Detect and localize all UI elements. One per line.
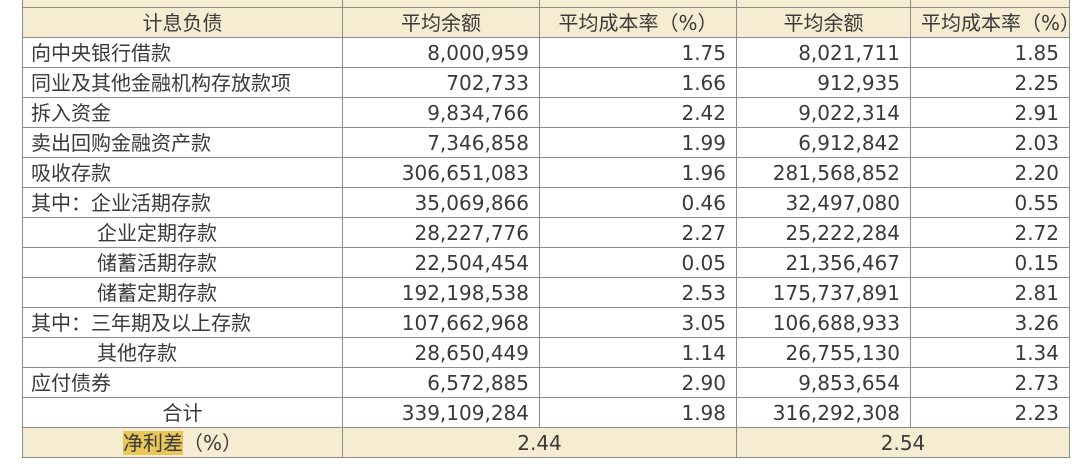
net-interest-spread-value-2: 2.54	[736, 427, 1070, 458]
table-row: 卖出回购金融资产款 7,346,858 1.99 6,912,842 2.03	[22, 127, 1070, 158]
net-interest-spread-row: 净利差（%） 2.44 2.54	[22, 427, 1070, 458]
cost-rate-1: 0.05	[539, 247, 737, 278]
avg-balance-2: 32,497,080	[736, 187, 911, 218]
cost-rate-2: 2.73	[910, 367, 1070, 398]
top-edge-cell	[910, 0, 1070, 8]
table-row: 同业及其他金融机构存放款项 702,733 1.66 912,935 2.25	[22, 67, 1070, 98]
table-row: 其他存款 28,650,449 1.14 26,755,130 1.34	[22, 337, 1070, 368]
header-avg-cost-rate-1: 平均成本率（%）	[539, 7, 737, 38]
avg-balance-2: 21,356,467	[736, 247, 911, 278]
cost-rate-2: 1.34	[910, 337, 1070, 368]
header-avg-balance-1: 平均余额	[342, 7, 540, 38]
table-header-row: 计息负债 平均余额 平均成本率（%） 平均余额 平均成本率（%）	[22, 7, 1070, 38]
row-label: 储蓄定期存款	[22, 277, 343, 308]
financial-table-container: 计息负债 平均余额 平均成本率（%） 平均余额 平均成本率（%） 向中央银行借款…	[22, 0, 1070, 458]
row-label: 吸收存款	[22, 157, 343, 188]
top-edge-cell	[22, 0, 343, 8]
avg-balance-2: 912,935	[736, 67, 911, 98]
table-row: 应付债券 6,572,885 2.90 9,853,654 2.73	[22, 367, 1070, 398]
avg-balance-1: 192,198,538	[342, 277, 540, 308]
net-interest-spread-value-1: 2.44	[342, 427, 737, 458]
net-interest-spread-label: 净利差（%）	[22, 427, 343, 458]
row-label: 企业定期存款	[22, 217, 343, 248]
row-label: 其中：三年期及以上存款	[22, 307, 343, 338]
cost-rate-1: 0.46	[539, 187, 737, 218]
cost-rate-1: 1.96	[539, 157, 737, 188]
interest-bearing-liabilities-table: 计息负债 平均余额 平均成本率（%） 平均余额 平均成本率（%） 向中央银行借款…	[22, 0, 1070, 458]
cost-rate-2: 0.15	[910, 247, 1070, 278]
row-label: 其他存款	[22, 337, 343, 368]
highlighted-text: 净利差	[122, 430, 183, 455]
cost-rate-1: 1.99	[539, 127, 737, 158]
top-edge-cell	[736, 0, 911, 8]
total-avg-balance-2: 316,292,308	[736, 397, 911, 428]
header-liabilities: 计息负债	[22, 7, 343, 38]
row-label: 其中：企业活期存款	[22, 187, 343, 218]
avg-balance-2: 175,737,891	[736, 277, 911, 308]
avg-balance-1: 306,651,083	[342, 157, 540, 188]
cost-rate-2: 2.20	[910, 157, 1070, 188]
row-label: 应付债券	[22, 367, 343, 398]
cost-rate-1: 3.05	[539, 307, 737, 338]
avg-balance-1: 7,346,858	[342, 127, 540, 158]
avg-balance-1: 22,504,454	[342, 247, 540, 278]
top-edge-cell	[342, 0, 540, 8]
table-row: 向中央银行借款 8,000,959 1.75 8,021,711 1.85	[22, 37, 1070, 68]
avg-balance-1: 28,650,449	[342, 337, 540, 368]
cost-rate-1: 2.90	[539, 367, 737, 398]
table-row: 储蓄定期存款 192,198,538 2.53 175,737,891 2.81	[22, 277, 1070, 308]
total-row: 合计 339,109,284 1.98 316,292,308 2.23	[22, 397, 1070, 428]
cost-rate-1: 1.75	[539, 37, 737, 68]
header-avg-cost-rate-2: 平均成本率（%）	[910, 7, 1070, 38]
avg-balance-1: 28,227,776	[342, 217, 540, 248]
cost-rate-2: 1.85	[910, 37, 1070, 68]
cost-rate-1: 2.27	[539, 217, 737, 248]
row-label: 卖出回购金融资产款	[22, 127, 343, 158]
cost-rate-1: 2.53	[539, 277, 737, 308]
avg-balance-1: 6,572,885	[342, 367, 540, 398]
cost-rate-2: 3.26	[910, 307, 1070, 338]
cost-rate-1: 1.66	[539, 67, 737, 98]
cost-rate-2: 2.03	[910, 127, 1070, 158]
cost-rate-2: 0.55	[910, 187, 1070, 218]
table-row: 拆入资金 9,834,766 2.42 9,022,314 2.91	[22, 97, 1070, 128]
avg-balance-1: 107,662,968	[342, 307, 540, 338]
cost-rate-1: 2.42	[539, 97, 737, 128]
row-label: 同业及其他金融机构存放款项	[22, 67, 343, 98]
avg-balance-2: 9,853,654	[736, 367, 911, 398]
row-label: 向中央银行借款	[22, 37, 343, 68]
avg-balance-2: 6,912,842	[736, 127, 911, 158]
row-label: 拆入资金	[22, 97, 343, 128]
total-label: 合计	[22, 397, 343, 428]
top-edge-cell	[539, 0, 737, 8]
avg-balance-2: 281,568,852	[736, 157, 911, 188]
table-row: 吸收存款 306,651,083 1.96 281,568,852 2.20	[22, 157, 1070, 188]
net-interest-spread-unit: （%）	[182, 430, 242, 455]
avg-balance-2: 106,688,933	[736, 307, 911, 338]
total-cost-rate-2: 2.23	[910, 397, 1070, 428]
table-row: 其中：三年期及以上存款 107,662,968 3.05 106,688,933…	[22, 307, 1070, 338]
cost-rate-1: 1.14	[539, 337, 737, 368]
cost-rate-2: 2.72	[910, 217, 1070, 248]
avg-balance-1: 702,733	[342, 67, 540, 98]
table-row: 储蓄活期存款 22,504,454 0.05 21,356,467 0.15	[22, 247, 1070, 278]
avg-balance-2: 8,021,711	[736, 37, 911, 68]
table-row: 其中：企业活期存款 35,069,866 0.46 32,497,080 0.5…	[22, 187, 1070, 218]
avg-balance-1: 35,069,866	[342, 187, 540, 218]
cost-rate-2: 2.91	[910, 97, 1070, 128]
total-avg-balance-1: 339,109,284	[342, 397, 540, 428]
avg-balance-2: 9,022,314	[736, 97, 911, 128]
cost-rate-2: 2.25	[910, 67, 1070, 98]
table-row: 企业定期存款 28,227,776 2.27 25,222,284 2.72	[22, 217, 1070, 248]
avg-balance-1: 8,000,959	[342, 37, 540, 68]
total-cost-rate-1: 1.98	[539, 397, 737, 428]
header-avg-balance-2: 平均余额	[736, 7, 911, 38]
avg-balance-2: 25,222,284	[736, 217, 911, 248]
row-label: 储蓄活期存款	[22, 247, 343, 278]
table-top-edge-row	[22, 0, 1070, 8]
avg-balance-1: 9,834,766	[342, 97, 540, 128]
cost-rate-2: 2.81	[910, 277, 1070, 308]
avg-balance-2: 26,755,130	[736, 337, 911, 368]
